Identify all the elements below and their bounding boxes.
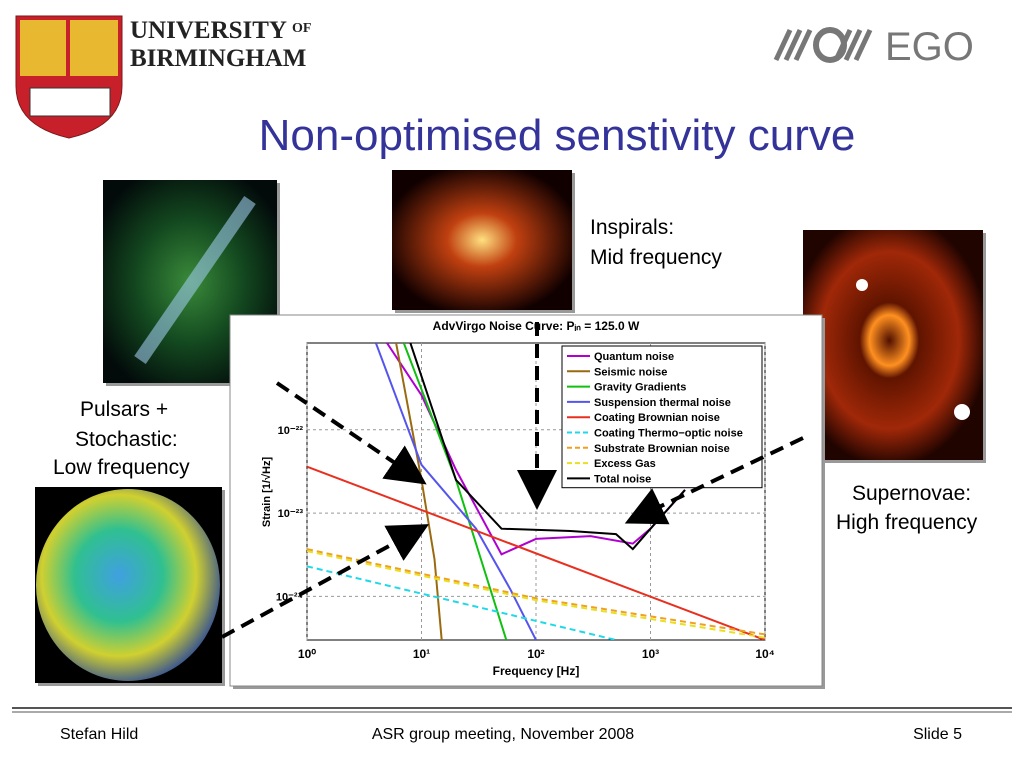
- university-logo: UNIVERSITY OF BIRMINGHAM: [15, 15, 311, 139]
- x-tick-label: 10²: [527, 647, 544, 661]
- footer-slide: Slide 5: [913, 726, 962, 743]
- annotation: Stochastic:: [75, 428, 178, 451]
- series-line: [409, 343, 686, 551]
- x-tick-label: 10⁴: [755, 647, 774, 661]
- legend-label: Coating Brownian noise: [594, 412, 720, 424]
- series-line: [374, 343, 537, 640]
- legend-label: Seismic noise: [594, 366, 667, 378]
- university-of: OF: [292, 21, 311, 36]
- series-line: [307, 565, 617, 640]
- series-line: [307, 550, 765, 639]
- series-line: [395, 343, 443, 640]
- legend-label: Gravity Gradients: [594, 382, 686, 394]
- legend-label: Substrate Brownian noise: [594, 443, 730, 455]
- series-line: [307, 548, 765, 636]
- legend-label: Quantum noise: [594, 351, 674, 363]
- annotation: Pulsars +: [80, 398, 168, 421]
- x-tick-label: 10⁰: [298, 647, 316, 661]
- annotation: Mid frequency: [590, 246, 722, 269]
- legend-label: Suspension thermal noise: [594, 397, 731, 409]
- x-axis-label: Frequency [Hz]: [493, 664, 580, 678]
- footer-author: Stefan Hild: [60, 726, 138, 743]
- plot: 10⁰ 10¹ 10² 10³ 10⁴ 10⁻²⁴ 10⁻²³ 10⁻²² Quantum no…: [276, 343, 775, 661]
- university-name: BIRMINGHAM: [130, 45, 306, 72]
- slide-title: Non-optimised senstivity curve: [259, 111, 856, 160]
- star: [954, 404, 970, 420]
- annotation: Low frequency: [53, 456, 190, 479]
- y-axis-label: Strain [1/√Hz]: [261, 457, 273, 528]
- annotation: High frequency: [836, 511, 978, 534]
- arrow: [624, 436, 804, 525]
- legend-box: [561, 345, 763, 489]
- star: [856, 279, 868, 291]
- y-tick-label: 10⁻²³: [278, 508, 304, 520]
- ego-text: EGO: [885, 25, 974, 69]
- y-tick-label: 10⁻²⁴: [276, 591, 303, 603]
- legend-label: Excess Gas: [594, 458, 656, 470]
- university-name: UNIVERSITY: [130, 17, 287, 44]
- series-group: [307, 343, 765, 640]
- series-line: [307, 465, 765, 640]
- pulsar-beam: [134, 196, 256, 364]
- cmb-sphere: [36, 489, 220, 681]
- x-tick-label: 10³: [642, 647, 659, 661]
- annotation: Inspirals:: [590, 216, 674, 239]
- supernova-image: [803, 230, 983, 460]
- annotation: Supernovae:: [852, 482, 971, 505]
- ego-logo: EGO: [773, 25, 974, 69]
- inspiral-image: [392, 170, 572, 310]
- x-tick-label: 10¹: [413, 647, 430, 661]
- arrow: [221, 524, 430, 639]
- footer-event: ASR group meeting, November 2008: [372, 726, 634, 743]
- y-tick-label: 10⁻²²: [278, 425, 304, 437]
- legend-label: Coating Thermo−optic noise: [594, 428, 743, 440]
- arrow: [275, 381, 427, 485]
- legend-label: Total noise: [594, 473, 651, 485]
